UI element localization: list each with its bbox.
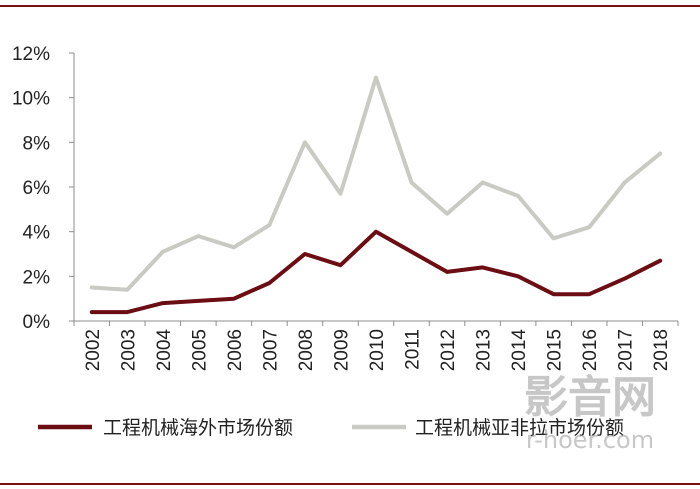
y-tick-label: 12% xyxy=(12,44,50,65)
x-tick-label: 2011 xyxy=(403,329,424,370)
chart-legend: 工程机械海外市场份额 工程机械亚非拉市场份额 xyxy=(38,417,624,439)
series-line-asia-africa-latam xyxy=(89,75,663,292)
series-line-overseas xyxy=(89,229,663,315)
watermark-main: 影音网 xyxy=(524,372,656,423)
x-tick-label: 2014 xyxy=(509,329,530,372)
chart-axes: 0% 2% 4% 6% 8% 10% 12% 2002 2003 2004 2005 2006 2007… xyxy=(12,44,679,372)
x-tick-label: 2010 xyxy=(367,329,388,371)
y-tick-label: 4% xyxy=(23,223,51,244)
x-tick-label: 2017 xyxy=(616,329,637,371)
chart-series xyxy=(89,75,663,315)
x-tick-label: 2005 xyxy=(189,329,210,371)
x-tick-label: 2007 xyxy=(260,329,281,371)
watermark: 影音网 r-hoer.com xyxy=(524,372,656,454)
y-tick-label: 8% xyxy=(23,133,51,154)
x-tick-label: 2003 xyxy=(118,329,139,371)
y-tick-label: 0% xyxy=(23,312,51,333)
x-tick-label: 2013 xyxy=(474,329,495,371)
x-tick-label: 2008 xyxy=(296,329,317,371)
y-tick-label: 2% xyxy=(23,267,51,288)
y-tick-label: 10% xyxy=(12,89,50,110)
legend-label: 工程机械海外市场份额 xyxy=(103,417,293,439)
x-tick-label: 2012 xyxy=(438,329,459,371)
x-tick-label: 2002 xyxy=(83,329,104,371)
top-rule xyxy=(0,5,700,7)
x-tick-label: 2009 xyxy=(331,329,352,371)
bottom-rule xyxy=(0,483,700,485)
y-tick-label: 6% xyxy=(23,178,51,199)
x-tick-label: 2015 xyxy=(545,329,566,371)
x-tick-label: 2016 xyxy=(580,329,601,371)
x-tick-label: 2006 xyxy=(225,329,246,371)
legend-label: 工程机械亚非拉市场份额 xyxy=(415,417,624,439)
x-tick-label: 2018 xyxy=(651,329,672,371)
x-tick-label: 2004 xyxy=(154,329,175,372)
watermark-sub: r-hoer.com xyxy=(526,426,654,454)
